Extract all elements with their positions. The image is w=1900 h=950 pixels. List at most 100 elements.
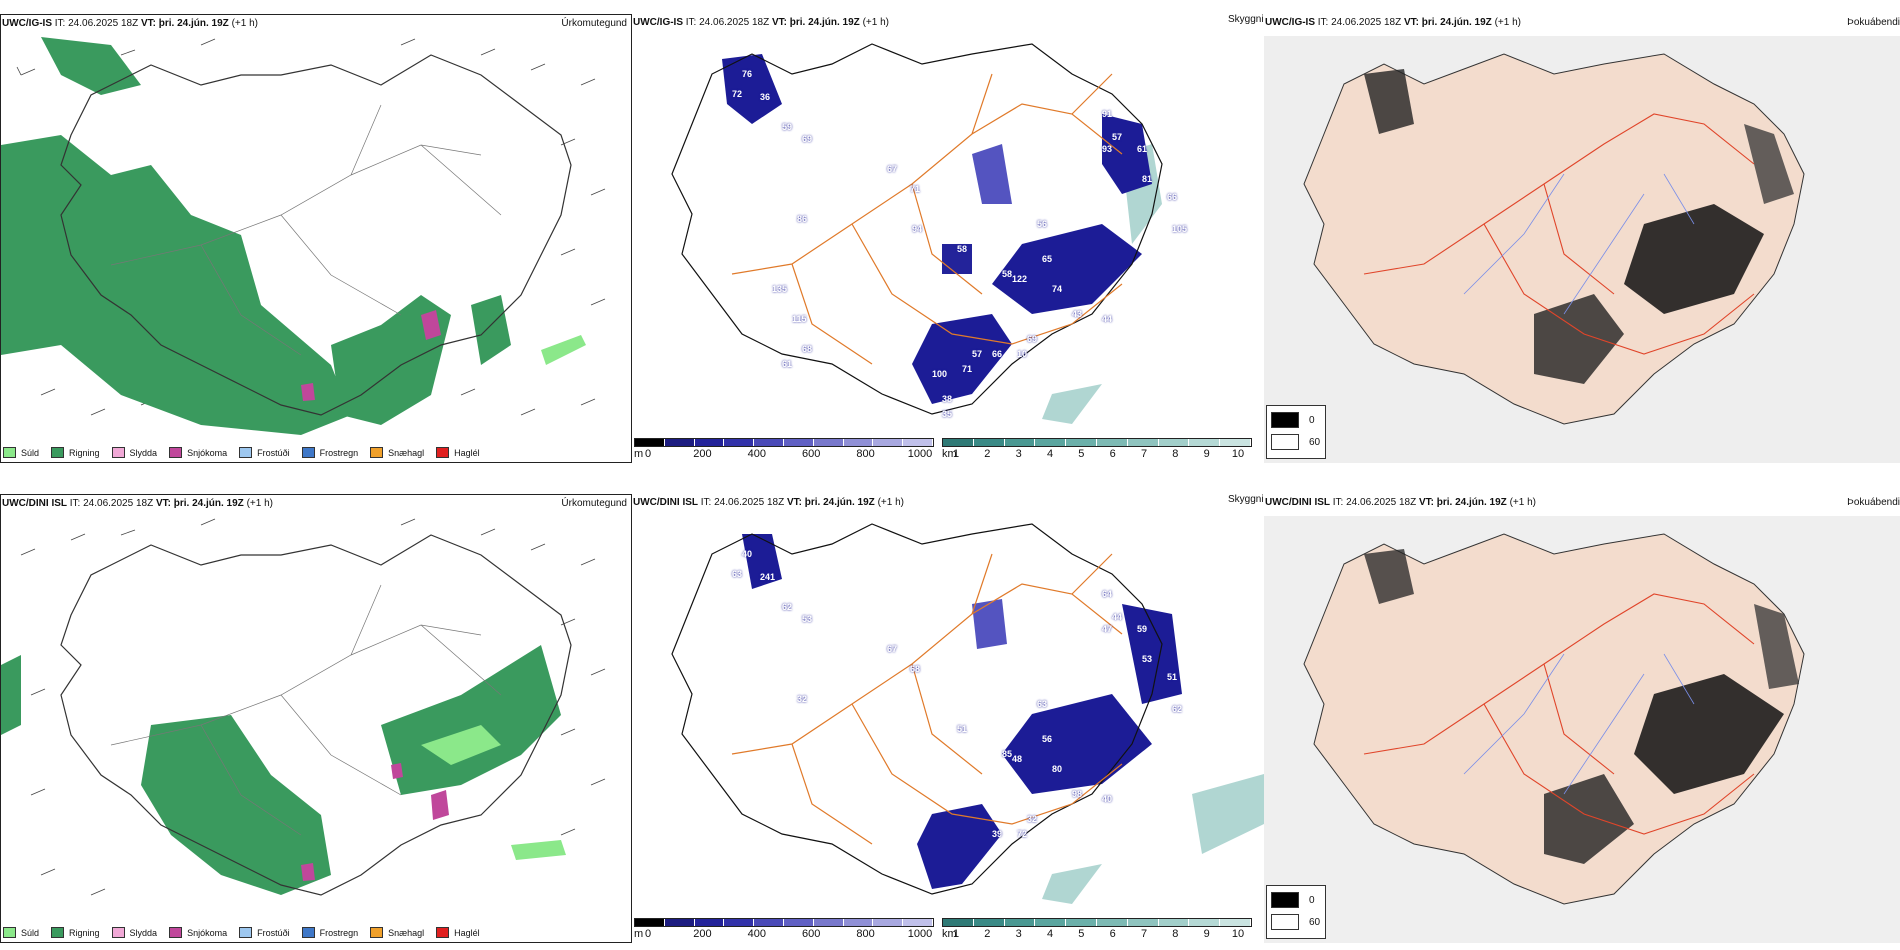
cloud-area-east — [1002, 694, 1152, 794]
cloud-base-label: 105 — [1172, 224, 1188, 234]
init-time: IT: 24.06.2025 18Z — [54, 18, 139, 29]
fog-legend-swatch — [1271, 914, 1299, 930]
colorbar-tick: 1000 — [907, 448, 933, 460]
colorbar-ticks: km 1 2 3 4 5 6 7 8 9 10 — [942, 447, 1252, 461]
panel-header: UWC/DINI ISL IT: 24.06.2025 18Z VT: þri.… — [633, 497, 904, 508]
valid-time: þri. 24.jún. 19Z — [804, 497, 875, 508]
cloud-base-label: 40 — [742, 549, 753, 559]
cloud-base-label: 100 — [932, 369, 948, 379]
cloud-area-east — [992, 224, 1142, 314]
cloud-labels-row2: 40 63 241 62 53 32 67 68 64 47 44 59 53 51 51 63 62 56 85 4… — [632, 494, 1264, 914]
colorbar-ticks: m 0 200 400 600 800 1000 — [634, 447, 934, 461]
legend-item-freezing-rain: Frostregn — [301, 927, 358, 938]
colorbar-step — [813, 439, 844, 446]
legend-label: Snæhagl — [388, 447, 425, 458]
colorbar-tick: 600 — [802, 928, 821, 940]
colorbar-ramp — [942, 438, 1252, 447]
cloud-area-south — [912, 314, 1012, 404]
panel-type-label: Úrkomutegund — [561, 18, 627, 29]
colorbar-tick: 400 — [747, 448, 766, 460]
cloud-base-label: 91 — [1102, 109, 1113, 119]
cloud-base-label: 68 — [910, 664, 921, 674]
cloud-base-label: 98 — [1072, 789, 1083, 799]
wind-barbs — [20, 518, 606, 896]
valid-time-label: VT: — [1418, 497, 1434, 508]
legend-label: Slydda — [129, 447, 158, 458]
fog-rivers — [1463, 173, 1695, 315]
valid-time: þri. 24.jún. 19Z — [1421, 17, 1492, 28]
model-name: UWC/IG-IS — [633, 17, 683, 28]
legend-label: Frostúði — [257, 447, 290, 458]
fog-dark-northwest — [1364, 69, 1414, 134]
colorbar-tick: 200 — [693, 928, 712, 940]
colorbar-ramp — [634, 918, 934, 927]
cloud-base-label: 53 — [802, 614, 813, 624]
legend-item-freezing-rain: Frostregn — [301, 447, 358, 458]
cloud-area-northeast — [1102, 114, 1152, 194]
colorbar-tick: 800 — [856, 928, 875, 940]
cloud-base-label: 40 — [1102, 794, 1113, 804]
valid-time-label: VT: — [155, 498, 171, 509]
cloud-base-label: 10 — [1017, 349, 1028, 359]
fog-legend-row-0: 0 — [1271, 892, 1321, 908]
fog-map — [1264, 36, 1900, 463]
cloud-base-label: 85 — [1002, 749, 1013, 759]
precip-map — [1, 518, 606, 896]
panel-header: UWC/IG-IS IT: 24.06.2025 18Z VT: þri. 24… — [2, 18, 258, 29]
colorbar-step — [694, 439, 725, 446]
legend-item-hail: Haglél — [436, 447, 480, 458]
fog-legend: 0 60 — [1266, 885, 1326, 939]
colorbar-ramp — [942, 918, 1252, 927]
cloud-base-label: 86 — [797, 214, 808, 224]
snow-area — [301, 310, 441, 401]
cloud-base-label: 39 — [992, 829, 1003, 839]
rain-area-south — [331, 295, 451, 425]
colorbar-tick: 10 — [1231, 928, 1245, 940]
drizzle-area — [421, 725, 566, 860]
valid-time-label: VT: — [1403, 17, 1419, 28]
fog-legend-label: 60 — [1309, 916, 1321, 928]
valid-time: þri. 24.jún. 19Z — [1436, 497, 1507, 508]
legend-item-freezing-drizzle: Frostúði — [239, 447, 290, 458]
colorbar-unit: km — [942, 448, 957, 460]
legend-swatch — [111, 927, 125, 938]
legend-swatch — [51, 447, 65, 458]
cloud-base-label: 62 — [1172, 704, 1183, 714]
panel-type-label: Þokuábendi — [1847, 17, 1900, 28]
colorbar-tick: 0 — [644, 928, 652, 940]
colorbar-step — [903, 919, 933, 926]
colorbar-step — [1066, 439, 1097, 446]
cloud-base-label: 56 — [1037, 219, 1048, 229]
legend-swatch — [169, 447, 183, 458]
colorbar-step — [843, 439, 874, 446]
cloud-base-label: 122 — [1012, 274, 1028, 284]
fog-legend-label: 60 — [1309, 436, 1321, 448]
colorbar-step — [903, 439, 933, 446]
cloud-base-label: 241 — [760, 572, 776, 582]
colorbar-tick: 7 — [1140, 928, 1148, 940]
panel-type-label: Úrkomutegund — [561, 498, 627, 509]
fog-legend-label: 0 — [1309, 894, 1315, 906]
fog-legend: 0 60 — [1266, 405, 1326, 459]
colorbar-step — [694, 919, 725, 926]
colorbar-step — [1158, 919, 1190, 926]
legend-item-snow: Snjókoma — [169, 447, 227, 458]
rain-area-west-edge — [1, 155, 41, 225]
colorbar-tick: 1 — [952, 448, 960, 460]
cloud-base-label: 71 — [962, 364, 973, 374]
rain-area-southeast — [471, 295, 511, 365]
colorbar-tick: 6 — [1109, 448, 1116, 460]
colorbar-tick: 7 — [1140, 448, 1148, 460]
colorbar-ticks: m 0 200 400 600 800 1000 — [634, 927, 934, 941]
cloud-base-label: 63 — [1037, 699, 1048, 709]
cloud-area-northeast — [1122, 604, 1182, 704]
precip-panel-row1: UWC/IG-IS IT: 24.06.2025 18Z VT: þri. 24… — [0, 14, 632, 463]
lead-time: (+1 h) — [877, 497, 904, 508]
colorbar-step — [1096, 919, 1128, 926]
valid-time: þri. 24.jún. 19Z — [789, 17, 860, 28]
init-time: IT: 24.06.2025 18Z — [700, 497, 785, 508]
colorbar-step — [1096, 439, 1128, 446]
fog-dark-south — [1544, 774, 1634, 864]
init-time: IT: 24.06.2025 18Z — [1317, 17, 1402, 28]
iceland-land — [1303, 53, 1805, 425]
